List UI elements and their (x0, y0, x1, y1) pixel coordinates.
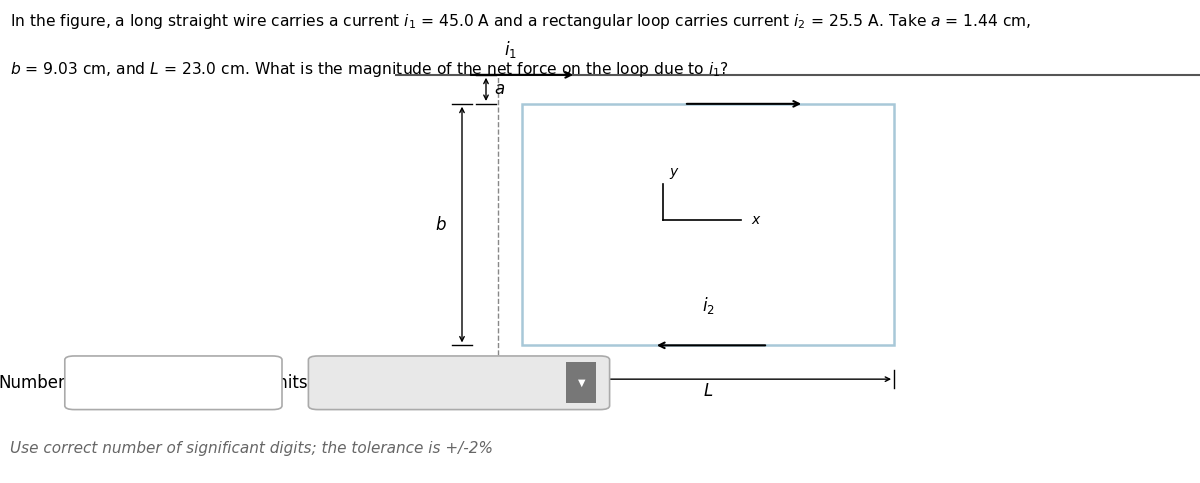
Text: Number: Number (0, 374, 65, 392)
FancyBboxPatch shape (308, 356, 610, 410)
Text: $b$: $b$ (434, 215, 446, 234)
Text: $i_1$: $i_1$ (504, 40, 517, 60)
Text: ▼: ▼ (577, 378, 586, 388)
Text: $i_2$: $i_2$ (702, 296, 714, 316)
FancyBboxPatch shape (522, 104, 894, 345)
Text: $a$: $a$ (494, 80, 505, 99)
FancyBboxPatch shape (65, 356, 282, 410)
Text: $x$: $x$ (751, 213, 762, 227)
Text: In the figure, a long straight wire carries a current $i_1$ = 45.0 A and a recta: In the figure, a long straight wire carr… (10, 12, 1031, 31)
Text: $b$ = 9.03 cm, and $L$ = 23.0 cm. What is the magnitude of the net force on the : $b$ = 9.03 cm, and $L$ = 23.0 cm. What i… (10, 60, 728, 79)
Text: $L$: $L$ (703, 382, 713, 399)
Bar (566, 362, 596, 403)
Text: Units: Units (265, 374, 308, 392)
Text: Use correct number of significant digits; the tolerance is +/-2%: Use correct number of significant digits… (10, 441, 493, 456)
Text: $y$: $y$ (670, 166, 680, 181)
